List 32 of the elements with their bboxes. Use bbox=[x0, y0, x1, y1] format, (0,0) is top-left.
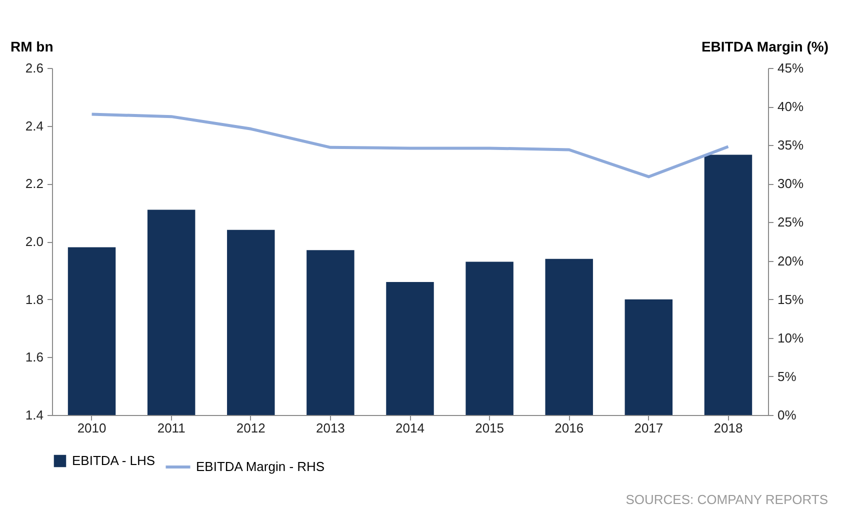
x-tick-label: 2016 bbox=[554, 420, 584, 436]
y-axis-title: RM bn bbox=[10, 38, 54, 54]
y-tick-label: 2.4 bbox=[25, 118, 44, 134]
y-tick-label: 1.8 bbox=[25, 292, 44, 307]
y2-tick-label: 45% bbox=[778, 60, 804, 76]
x-tick-label: 2017 bbox=[634, 420, 664, 436]
source-note: SOURCES: COMPANY REPORTS bbox=[626, 492, 828, 507]
y2-tick-label: 25% bbox=[778, 214, 804, 230]
x-tick-label: 2010 bbox=[77, 420, 106, 436]
x-tick-label: 2018 bbox=[714, 420, 743, 436]
y-tick-label: 2.6 bbox=[25, 60, 44, 76]
x-tick-label: 2013 bbox=[316, 420, 345, 436]
y2-axis-title: EBITDA Margin (%) bbox=[701, 38, 828, 54]
y-tick-label: 2.0 bbox=[25, 234, 44, 249]
legend-label: EBITDA Margin - RHS bbox=[196, 459, 325, 474]
y2-tick-label: 30% bbox=[778, 176, 804, 192]
y-tick-label: 1.4 bbox=[25, 408, 44, 422]
y2-tick-label: 20% bbox=[778, 253, 804, 268]
y2-tick-label: 35% bbox=[778, 138, 804, 153]
x-tick-label: 2014 bbox=[396, 420, 424, 436]
y-tick-label: 1.6 bbox=[25, 350, 44, 365]
y2-tick-label: 0% bbox=[778, 408, 797, 422]
y2-tick-label: 15% bbox=[778, 292, 804, 307]
y-tick-label: 2.2 bbox=[25, 176, 44, 192]
y2-tick-label: 5% bbox=[778, 368, 797, 384]
x-tick-label: 2012 bbox=[236, 420, 266, 436]
legend-label: EBITDA - LHS bbox=[72, 453, 156, 468]
y2-tick-label: 10% bbox=[778, 330, 804, 346]
x-tick-label: 2015 bbox=[475, 420, 504, 436]
y2-tick-label: 40% bbox=[778, 99, 804, 114]
x-tick-label: 2011 bbox=[157, 420, 186, 436]
line-series bbox=[90, 112, 730, 178]
